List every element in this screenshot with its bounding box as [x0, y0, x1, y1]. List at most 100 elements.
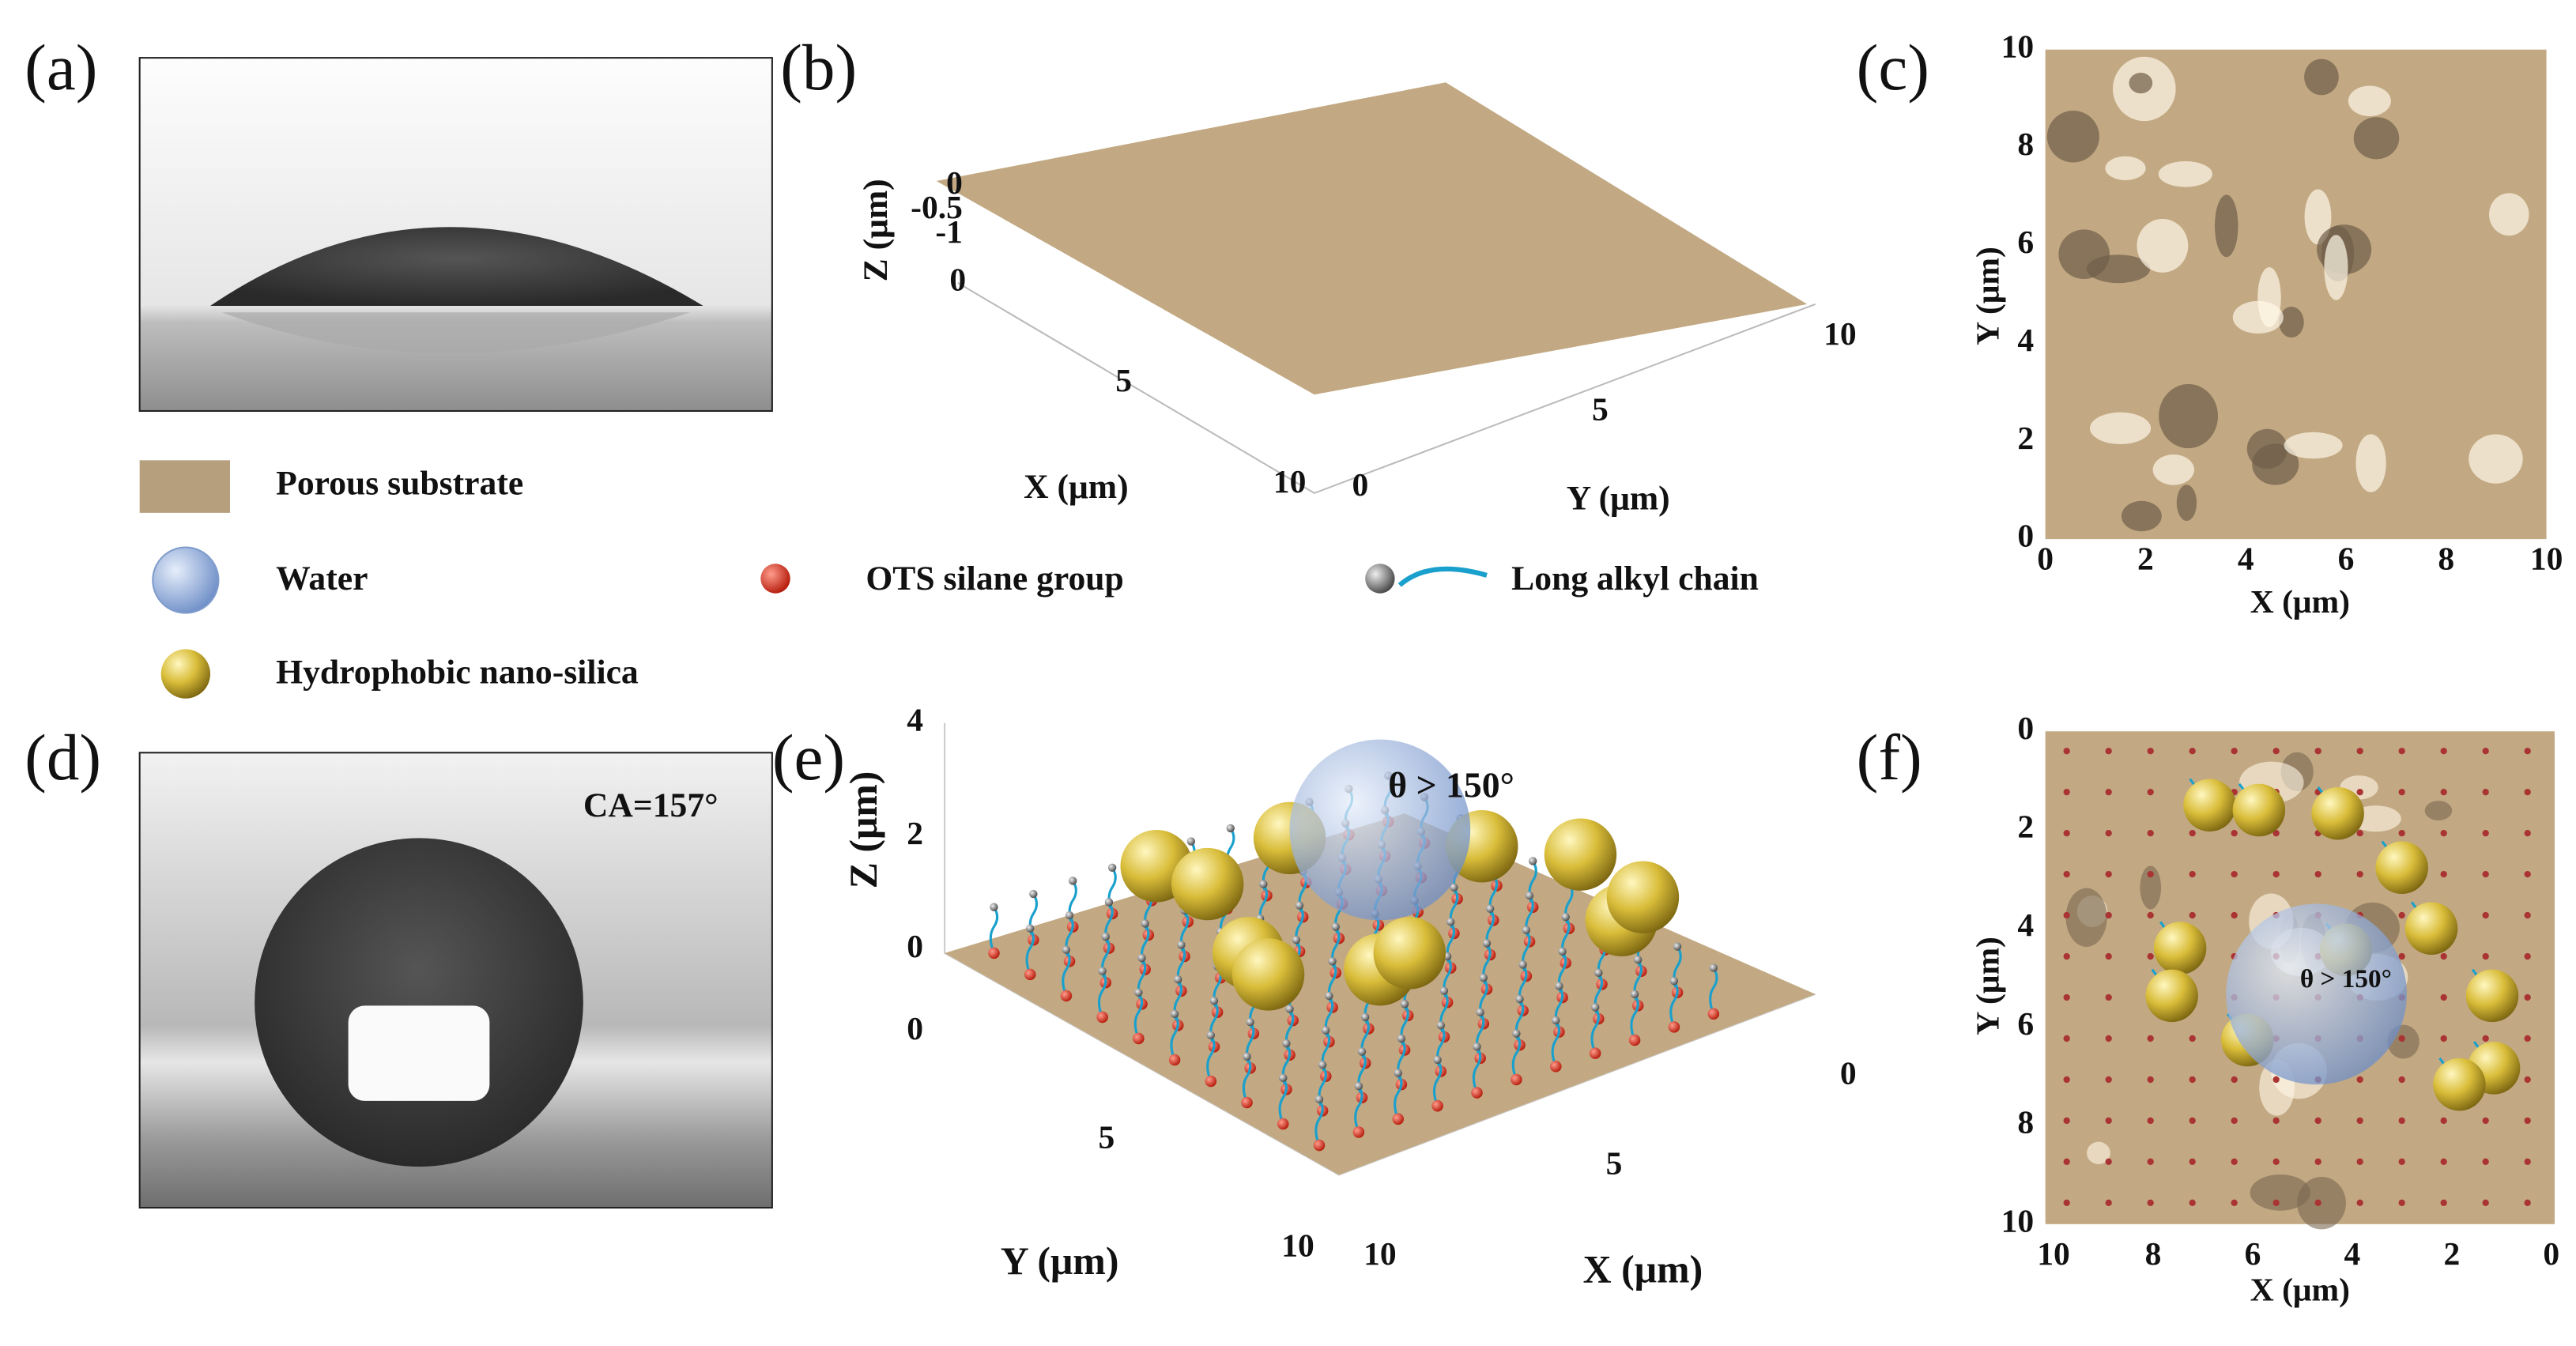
silane-dot [1060, 990, 1073, 1002]
silane-dot [2147, 1076, 2154, 1084]
axis-title: Y (μm) [1970, 247, 2007, 345]
panel-label: (f) [1857, 721, 1922, 794]
annotation: θ > 150° [1388, 765, 1514, 805]
silane-dot [2482, 1199, 2489, 1206]
silane-dot [2524, 952, 2531, 960]
silane-dot [2105, 1035, 2112, 1042]
tick-label: 10 [1281, 1227, 1314, 1264]
nano-silica [1373, 917, 1446, 990]
silane-dot [2147, 1117, 2154, 1125]
silane-dot [2105, 789, 2112, 796]
texture-c [2046, 56, 2529, 532]
silane-dot [2063, 1117, 2070, 1125]
chain-ball [1515, 994, 1524, 1004]
silane-dot [2398, 829, 2405, 837]
nano-silica [2232, 783, 2286, 837]
alkyl-chain [1062, 948, 1071, 997]
silane-dot [2105, 1158, 2112, 1165]
silane-dot [2440, 789, 2447, 796]
nano-silica [2433, 1058, 2486, 1111]
chain-ball [1141, 919, 1149, 928]
panel-label: (a) [25, 31, 97, 104]
chain-ball [1285, 1005, 1294, 1013]
silane-dot [2482, 1158, 2489, 1165]
silane-dot [2524, 1158, 2531, 1165]
chain-ball [1450, 883, 1458, 892]
silane-dot [2147, 870, 2154, 878]
reflection-a [221, 312, 690, 354]
texture-blob [2046, 110, 2099, 163]
texture-blob [2121, 500, 2162, 532]
silane-dot [1392, 1113, 1405, 1125]
panel-label: (e) [772, 721, 845, 794]
chain-ball [1555, 982, 1563, 990]
tick-label: 2 [2443, 1235, 2460, 1272]
tick-label: 6 [2245, 1235, 2261, 1272]
alkyl-chain [1551, 1020, 1560, 1067]
silane-dot [2147, 1199, 2154, 1206]
tick-label: 0 [2543, 1235, 2559, 1272]
silane-dot [2147, 911, 2154, 919]
silane-dot [2063, 1199, 2070, 1206]
chain-ball [1473, 1042, 1481, 1051]
tick-label: 8 [2145, 1235, 2162, 1272]
silane-dot [2440, 748, 2447, 755]
chain-ball [1528, 857, 1537, 865]
chain-ball [1134, 988, 1143, 997]
chain-ball [1029, 889, 1038, 899]
chain-ball [1062, 945, 1071, 954]
annotation: θ > 150° [2300, 964, 2392, 993]
silane-dot [2105, 952, 2112, 960]
silane-dot [2231, 1158, 2238, 1165]
silane-dot [2524, 789, 2531, 796]
chain-ball [1522, 926, 1531, 934]
nano-silica [2153, 922, 2207, 975]
chain-ball [1518, 960, 1527, 969]
chain-ball [1669, 977, 1679, 986]
chain-ball [1259, 880, 1268, 888]
silane-dot [2398, 1117, 2405, 1125]
silane-dot [2272, 829, 2280, 837]
tick-label: 10 [2001, 1202, 2035, 1239]
legend-ots-swatch [760, 564, 790, 594]
silane-dot [2482, 1035, 2489, 1042]
chain-ball [1561, 912, 1570, 922]
silane-dot [2356, 789, 2363, 796]
silane-dot [2272, 870, 2280, 878]
chain-ball [1328, 957, 1337, 966]
silane-dot [2189, 1199, 2196, 1206]
tick-label: 0 [907, 1010, 923, 1046]
chain-ball [1525, 891, 1534, 900]
silane-dot [2272, 1199, 2280, 1206]
chain-ball [1174, 975, 1182, 984]
silane-dot [1707, 1008, 1720, 1020]
chain-ball [1137, 953, 1146, 963]
axis-title: Z (μm) [842, 771, 885, 889]
alkyl-chain [1709, 967, 1718, 1015]
silane-dot [2356, 829, 2363, 837]
silane-dot [2189, 911, 2196, 919]
alkyl-chain [1669, 980, 1679, 1027]
texture-blob [2159, 383, 2219, 449]
axis-title: X (μm) [2250, 1272, 2350, 1309]
chain-ball [1325, 991, 1333, 1001]
silane-dot [2272, 1076, 2280, 1084]
chain-ball [1673, 942, 1682, 951]
chain-ball [1360, 1012, 1370, 1022]
silane-dot [2398, 1035, 2405, 1042]
silane-dot [2189, 1117, 2196, 1125]
chain-ball [1485, 904, 1495, 913]
alkyl-chain [1097, 970, 1107, 1018]
nano-silica [2183, 779, 2236, 832]
chain-ball [1186, 837, 1196, 846]
texture-blob [2353, 117, 2400, 160]
silane-dot [1511, 1073, 1522, 1086]
chain-ball [1394, 1069, 1402, 1077]
chain-ball [1209, 996, 1219, 1005]
silane-dot [2398, 1199, 2405, 1206]
silane-dot [2147, 789, 2154, 796]
tick-label: 10 [2530, 541, 2563, 577]
silane-dot [2398, 789, 2405, 796]
chain-ball [1709, 963, 1718, 972]
silane-dot [2482, 952, 2489, 960]
